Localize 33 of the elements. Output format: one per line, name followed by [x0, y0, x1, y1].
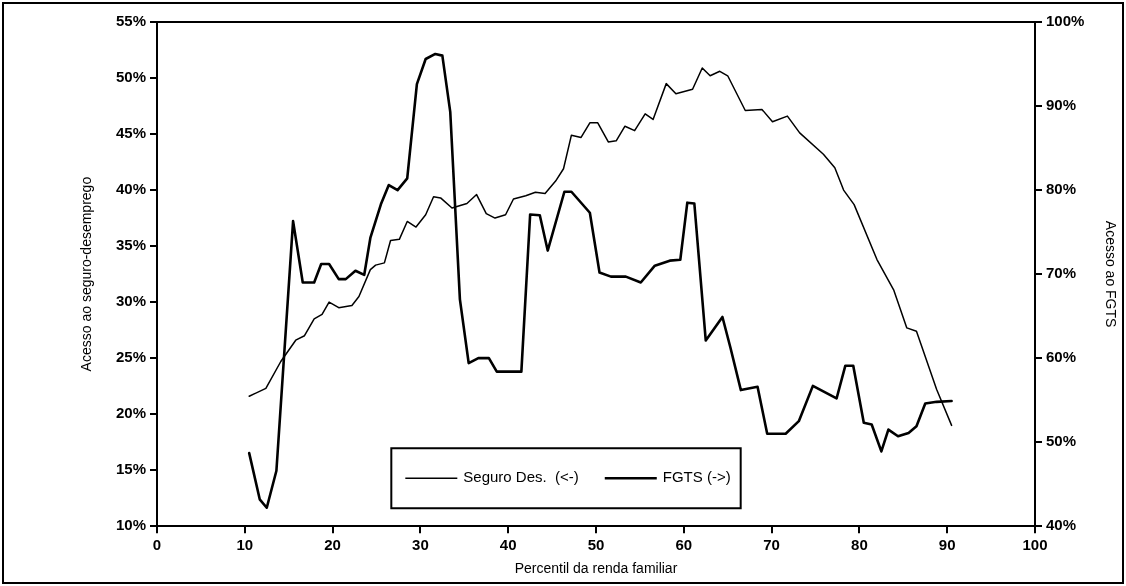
- x-tick-label: 100: [1022, 536, 1048, 554]
- y2-tick-label: 70%: [1046, 264, 1077, 282]
- y-tick-label: 15%: [115, 460, 146, 478]
- y-tick-label: 35%: [115, 236, 146, 254]
- y-axis-title: Acesso ao seguro-desemprego: [78, 176, 95, 372]
- y2-tick-label: 40%: [1046, 516, 1077, 534]
- x-tick-label: 10: [236, 536, 254, 554]
- x-tick-label: 20: [324, 536, 341, 554]
- x-tick-label: 90: [938, 536, 956, 554]
- y-tick-label: 50%: [115, 68, 146, 86]
- legend-label: Seguro Des. (<-): [463, 468, 579, 486]
- y-tick-label: 20%: [115, 404, 146, 422]
- x-axis-title: Percentil da renda familiar: [514, 560, 678, 577]
- y2-tick-label: 60%: [1046, 348, 1077, 366]
- y-tick-label: 30%: [115, 292, 146, 310]
- y2-tick-label: 80%: [1046, 180, 1077, 198]
- x-tick-label: 30: [412, 536, 429, 554]
- y2-axis-title: Acesso ao FGTS: [1102, 220, 1119, 328]
- y-tick-label: 45%: [115, 124, 146, 142]
- y-tick-label: 25%: [115, 348, 146, 366]
- x-tick-label: 50: [587, 536, 605, 554]
- x-tick-label: 70: [763, 536, 780, 554]
- legend-label: FGTS (->): [662, 468, 731, 486]
- y2-tick-label: 50%: [1046, 432, 1077, 450]
- x-tick-label: 40: [499, 536, 517, 554]
- x-tick-label: 60: [675, 536, 693, 554]
- y-tick-label: 10%: [115, 516, 146, 534]
- y-tick-label: 40%: [115, 180, 146, 198]
- y2-tick-label: 100%: [1046, 12, 1085, 30]
- x-tick-label: 0: [152, 536, 162, 554]
- y-tick-label: 55%: [115, 12, 146, 30]
- y2-tick-label: 90%: [1046, 96, 1077, 114]
- x-tick-label: 80: [851, 536, 868, 554]
